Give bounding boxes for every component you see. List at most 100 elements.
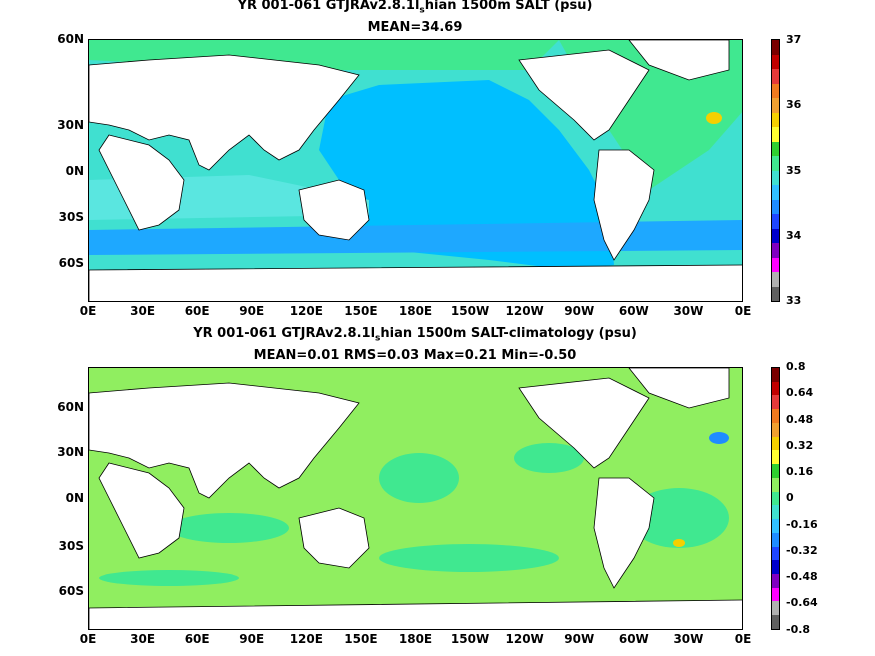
panel2-title: YR 001-061 GTJRAv2.8.1lshian 1500m SALT-…	[193, 326, 637, 344]
p1-ytick-60s: 60S	[58, 256, 84, 270]
p2-ytick-30n: 30N	[57, 445, 84, 459]
colorbar-swatch	[772, 546, 779, 561]
xtick-label: 150W	[450, 632, 490, 646]
colorbar-swatch	[772, 395, 779, 410]
colorbar-swatch	[772, 98, 779, 113]
southern-band	[89, 220, 742, 255]
panel1-map	[88, 39, 743, 302]
xtick-label: 150E	[344, 304, 378, 318]
xtick-label: 120E	[289, 632, 323, 646]
xtick-label: 120W	[505, 304, 544, 318]
colorbar-swatch	[772, 505, 779, 520]
xtick-label: 150E	[344, 632, 378, 646]
p2-cb-tick-10: -0.8	[786, 623, 811, 636]
colorbar-swatch	[772, 54, 779, 69]
colorbar-swatch	[772, 214, 779, 229]
panel2-stats: MEAN=0.01 RMS=0.03 Max=0.21 Min=-0.50	[253, 348, 577, 363]
colorbar-swatch	[772, 436, 779, 451]
p1-cb-tick-35: 35	[786, 164, 802, 177]
colorbar-swatch	[772, 532, 779, 547]
p2-ytick-30s: 30S	[58, 539, 84, 553]
xtick-label: 180E	[398, 304, 433, 318]
p2-cb-tick-1: 0.64	[786, 386, 814, 399]
p1-cb-tick-36: 36	[786, 98, 802, 111]
xtick-label: 90E	[239, 304, 265, 318]
panel2-map	[88, 367, 743, 630]
p2-cb-tick-0: 0.8	[786, 360, 806, 373]
colorbar-swatch	[772, 464, 779, 478]
colorbar-swatch	[772, 272, 779, 287]
xtick-label: 0E	[734, 632, 752, 646]
p2-cb-tick-7: -0.32	[786, 544, 818, 557]
p2-ytick-60s: 60S	[58, 584, 84, 598]
p1-cb-tick-34: 34	[786, 229, 802, 242]
colorbar-swatch	[772, 450, 779, 465]
panel1-stats: MEAN=34.69	[367, 20, 463, 35]
colorbar-swatch	[772, 491, 779, 506]
p2-cb-tick-3: 0.32	[786, 439, 814, 452]
colorbar-swatch	[772, 69, 779, 84]
colorbar-swatch	[772, 574, 779, 588]
xtick-label: 30E	[130, 304, 156, 318]
colorbar-swatch	[772, 477, 779, 492]
xtick-label: 0E	[79, 304, 97, 318]
colorbar-swatch	[772, 156, 779, 171]
positive-anomaly-spot	[673, 539, 685, 547]
colorbar-swatch	[772, 127, 779, 142]
xtick-label: 90E	[239, 632, 265, 646]
xtick-label: 60E	[184, 632, 210, 646]
xtick-label: 150W	[450, 304, 490, 318]
xtick-label: 30E	[130, 632, 156, 646]
xtick-label: 120E	[289, 304, 323, 318]
colorbar-swatch	[772, 243, 779, 258]
colorbar-swatch	[772, 257, 779, 272]
pacific-region	[319, 80, 614, 270]
colorbar-swatch	[772, 170, 779, 185]
colorbar-swatch	[772, 601, 779, 616]
colorbar-swatch	[772, 199, 779, 214]
colorbar-swatch	[772, 141, 779, 156]
xtick-label: 30W	[673, 304, 704, 318]
colorbar-swatch	[772, 422, 779, 437]
p1-cb-tick-37: 37	[786, 33, 802, 46]
colorbar-swatch	[772, 381, 779, 396]
p1-ytick-30s: 30S	[58, 210, 84, 224]
p1-ytick-60n: 60N	[57, 32, 84, 46]
p2-colorbar	[771, 367, 780, 630]
p2-cb-tick-2: 0.48	[786, 413, 814, 426]
p2-ytick-0n: 0N	[65, 491, 84, 505]
p2-cb-tick-5: 0	[786, 491, 794, 504]
xtick-label: 60E	[184, 304, 210, 318]
negative-anomaly-spot	[709, 432, 729, 444]
land	[89, 368, 742, 629]
colorbar-swatch	[772, 83, 779, 98]
colorbar-swatch	[772, 228, 779, 243]
p1-cb-tick-33: 33	[786, 294, 802, 307]
atlantic-spot	[706, 112, 722, 124]
xtick-label: 90W	[564, 632, 595, 646]
colorbar-swatch	[772, 185, 779, 200]
p2-cb-tick-6: -0.16	[786, 518, 818, 531]
colorbar-swatch	[772, 368, 779, 382]
xtick-label: 30W	[673, 632, 704, 646]
xtick-label: 60W	[618, 304, 649, 318]
colorbar-swatch	[772, 519, 779, 533]
colorbar-swatch	[772, 587, 779, 602]
colorbar-swatch	[772, 560, 779, 575]
xtick-label: 120W	[505, 632, 544, 646]
p1-ytick-30n: 30N	[57, 118, 84, 132]
p2-cb-tick-4: 0.16	[786, 465, 814, 478]
p2-cb-tick-8: -0.48	[786, 570, 818, 583]
colorbar-swatch	[772, 112, 779, 127]
xtick-label: 90W	[564, 304, 595, 318]
p2-ytick-60n: 60N	[57, 400, 84, 414]
anomaly-patches	[99, 443, 729, 586]
xtick-label: 180E	[398, 632, 433, 646]
xtick-label: 0E	[734, 304, 752, 318]
p2-cb-tick-9: -0.64	[786, 596, 818, 609]
xtick-label: 0E	[79, 632, 97, 646]
colorbar-swatch	[772, 40, 779, 55]
xtick-label: 60W	[618, 632, 649, 646]
colorbar-swatch	[772, 615, 779, 629]
p1-colorbar	[771, 39, 780, 302]
